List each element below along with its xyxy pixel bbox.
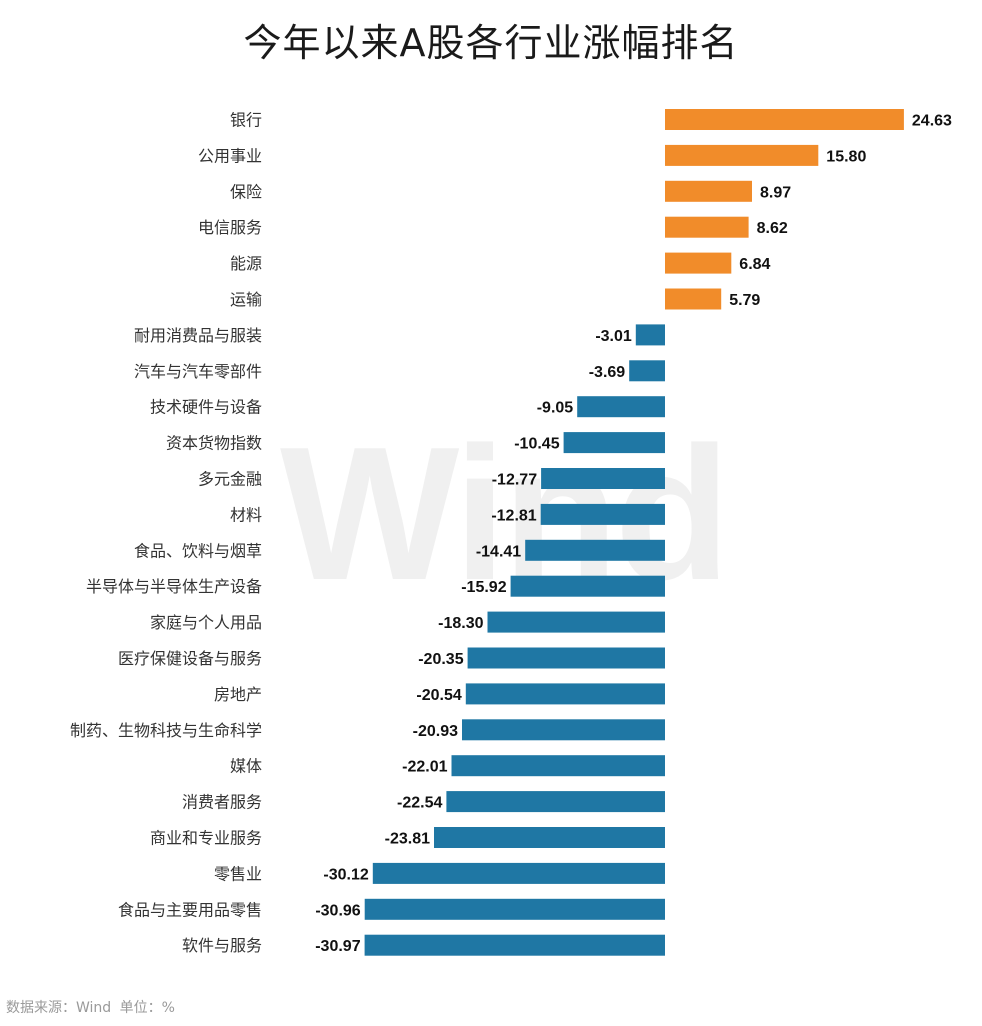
category-label: 公用事业: [198, 146, 262, 165]
category-label: 汽车与汽车零部件: [134, 362, 262, 381]
bar: [510, 575, 665, 597]
bar: [665, 288, 722, 310]
category-label: 食品与主要用品零售: [118, 900, 262, 919]
data-label: -20.35: [418, 651, 463, 668]
bar: [665, 144, 819, 166]
bar: [434, 827, 665, 848]
data-label: -30.96: [315, 902, 360, 919]
bar: [665, 252, 732, 274]
data-label: -30.97: [315, 938, 360, 955]
category-label: 材料: [230, 505, 262, 524]
category-label: 消费者服务: [182, 793, 262, 812]
bar: [364, 934, 665, 956]
bar: [577, 396, 665, 418]
category-label: 半导体与半导体生产设备: [86, 577, 262, 596]
bar: [665, 216, 749, 238]
bar: [525, 539, 665, 561]
chart-footer: 数据来源：Wind 单位：%: [6, 997, 179, 1017]
bar: [364, 898, 665, 920]
category-label: 资本货物指数: [166, 434, 262, 453]
category-label: 能源: [230, 254, 262, 273]
data-label: -3.69: [589, 364, 626, 381]
category-label: 房地产: [214, 685, 262, 704]
data-label: -22.01: [402, 759, 447, 776]
bar: [462, 719, 665, 741]
category-label: 食品、饮料与烟草: [134, 541, 262, 560]
bar: [467, 647, 665, 669]
category-label: 电信服务: [198, 218, 262, 237]
data-label: 24.63: [912, 113, 952, 130]
category-label: 软件与服务: [182, 936, 262, 955]
data-label: 8.97: [760, 184, 791, 201]
bar: [635, 324, 665, 346]
data-label: 15.80: [826, 148, 866, 165]
bar: [665, 109, 904, 130]
data-label: -15.92: [461, 579, 506, 596]
category-label: 运输: [230, 290, 262, 309]
chart-title: 今年以来A股各行业涨幅排名: [243, 21, 739, 65]
bar: [540, 503, 665, 525]
category-label: 医疗保健设备与服务: [118, 649, 262, 668]
data-label: -14.41: [476, 543, 521, 560]
bar: [629, 360, 665, 382]
data-label: 8.62: [757, 220, 788, 237]
bar: [563, 432, 665, 454]
category-label: 技术硬件与设备: [150, 398, 262, 417]
data-label: -18.30: [438, 615, 483, 632]
category-label: 商业和专业服务: [150, 829, 262, 848]
data-label: -30.12: [323, 866, 368, 883]
data-label: -3.01: [595, 328, 632, 345]
bar: [446, 791, 665, 813]
data-label: -23.81: [385, 831, 430, 848]
category-label: 媒体: [230, 757, 262, 776]
category-label: 零售业: [214, 864, 262, 883]
data-label: -9.05: [537, 400, 574, 417]
category-label: 耐用消费品与服装: [134, 326, 262, 345]
unit-note: 单位：%: [119, 1000, 175, 1016]
category-label: 保险: [230, 182, 262, 201]
data-source-note: 数据来源：Wind: [6, 1000, 112, 1016]
bar: [451, 755, 665, 777]
data-label: -12.77: [492, 472, 537, 489]
category-label: 多元金融: [198, 470, 262, 489]
data-label: -22.54: [397, 795, 442, 812]
data-label: -10.45: [514, 436, 559, 453]
data-label: -20.93: [413, 723, 458, 740]
data-label: 6.84: [739, 256, 770, 273]
category-label: 制药、生物科技与生命科学: [70, 721, 262, 740]
bar: [487, 611, 665, 633]
data-label: -20.54: [416, 687, 461, 704]
bar: [372, 862, 665, 884]
data-label: 5.79: [729, 292, 760, 309]
data-label: -12.81: [491, 507, 536, 524]
bar: [665, 180, 752, 202]
bar: [465, 683, 665, 705]
bar: [541, 468, 665, 489]
category-label: 家庭与个人用品: [150, 613, 262, 632]
category-label: 银行: [230, 111, 262, 130]
